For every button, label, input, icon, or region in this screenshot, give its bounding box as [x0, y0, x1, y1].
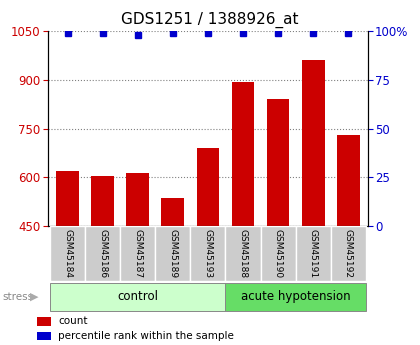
Bar	[37, 317, 51, 326]
Bar	[120, 226, 155, 281]
Bar	[190, 226, 226, 281]
Text: acute hypotension: acute hypotension	[241, 290, 350, 303]
Bar	[37, 332, 51, 340]
Bar	[50, 283, 226, 310]
Bar	[226, 283, 366, 310]
Text: GSM45191: GSM45191	[309, 229, 318, 278]
Text: ▶: ▶	[30, 292, 39, 302]
Bar	[155, 226, 190, 281]
Bar	[50, 226, 85, 281]
Bar	[126, 173, 149, 226]
Bar	[260, 226, 296, 281]
Bar	[231, 82, 255, 226]
Text: GSM45184: GSM45184	[63, 229, 72, 278]
Text: control: control	[117, 290, 158, 303]
Bar	[267, 99, 289, 226]
Text: GSM45186: GSM45186	[98, 229, 107, 278]
Text: stress: stress	[2, 292, 33, 302]
Text: percentile rank within the sample: percentile rank within the sample	[58, 331, 234, 341]
Text: GSM45193: GSM45193	[203, 229, 213, 278]
Bar	[91, 176, 114, 226]
Text: GSM45189: GSM45189	[168, 229, 177, 278]
Text: GSM45190: GSM45190	[273, 229, 283, 278]
Bar	[331, 226, 366, 281]
Bar	[337, 135, 360, 226]
Bar	[56, 171, 79, 226]
Text: GSM45192: GSM45192	[344, 229, 353, 278]
Text: GSM45188: GSM45188	[239, 229, 247, 278]
Bar	[226, 226, 260, 281]
Text: count: count	[58, 316, 88, 326]
Text: GDS1251 / 1388926_at: GDS1251 / 1388926_at	[121, 12, 299, 28]
Text: GSM45187: GSM45187	[133, 229, 142, 278]
Bar	[197, 148, 219, 226]
Bar	[161, 198, 184, 226]
Bar	[85, 226, 120, 281]
Bar	[302, 60, 325, 226]
Bar	[296, 226, 331, 281]
